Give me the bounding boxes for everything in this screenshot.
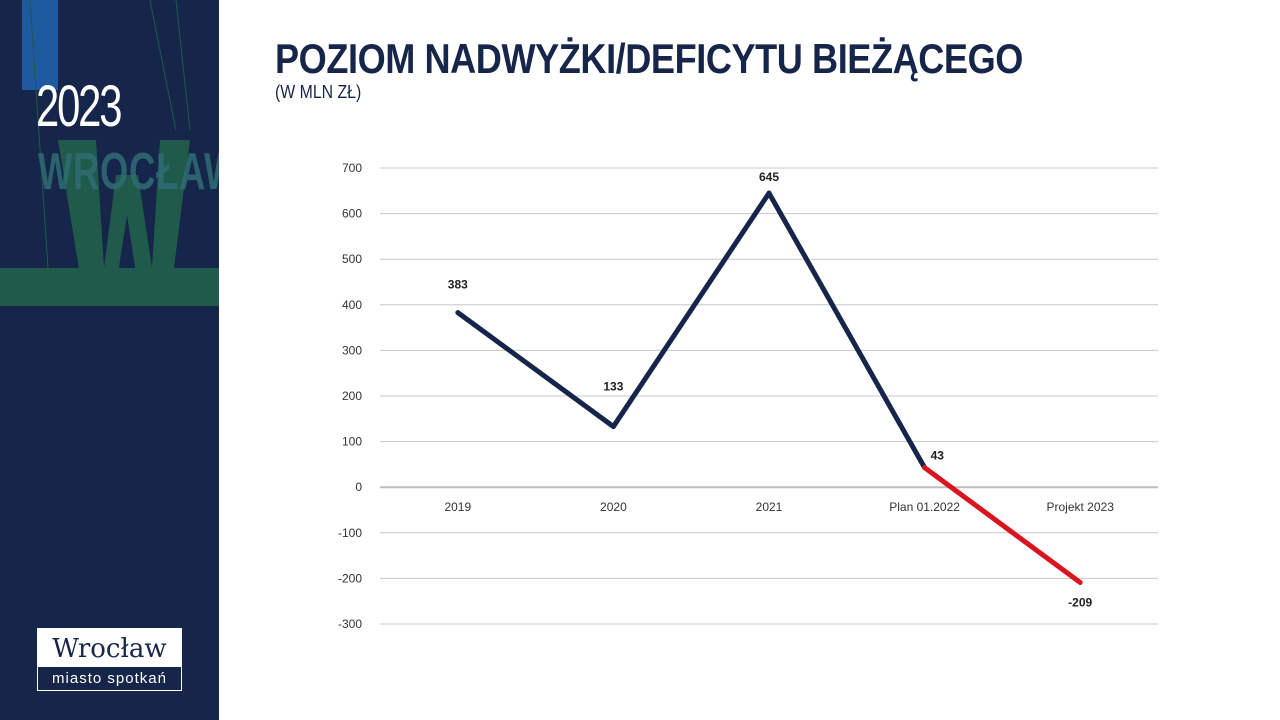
page-title: POZIOM NADWYŻKI/DEFICYTU BIEŻĄCEGO [275,35,1023,82]
x-category-label: Plan 01.2022 [889,500,960,514]
data-label: 645 [759,170,779,184]
logo-main-text: Wrocław [38,629,181,667]
y-tick-label: 400 [342,298,362,312]
data-label: -209 [1068,596,1092,610]
y-tick-label: 200 [342,389,362,403]
x-category-label: 2021 [756,500,783,514]
y-tick-label: 0 [355,480,362,494]
decoration-line [149,0,177,131]
sidebar-decoration [0,0,219,306]
data-label: 383 [448,278,468,292]
x-category-label: 2019 [444,500,471,514]
x-category-label: 2020 [600,500,627,514]
series-line-segment [455,310,616,430]
decoration-line [29,0,49,269]
year-label: 2023 [36,74,122,139]
y-tick-label: -200 [338,571,362,585]
y-tick-label: 300 [342,343,362,357]
logo-tagline: miasto spotkań [52,670,167,687]
sidebar: 2023 WROCŁAW Wrocław miasto spotkań [0,0,219,720]
y-tick-label: 100 [342,435,362,449]
page-subtitle: (W MLN ZŁ) [275,82,362,102]
y-tick-label: 600 [342,207,362,221]
series-line-segment [610,190,772,430]
decoration-w-letter [58,140,190,300]
x-category-label: Projekt 2023 [1047,500,1115,514]
series-line-segment [922,465,1083,586]
wroclaw-logo: Wrocław miasto spotkań [37,628,182,691]
y-tick-label: 500 [342,252,362,266]
y-tick-label: 700 [342,161,362,175]
decoration-green-band [0,268,219,306]
city-label: WROCŁAW [38,143,219,201]
y-tick-label: -300 [338,617,362,631]
decoration-blue-bar [22,0,58,90]
y-tick-label: -100 [338,526,362,540]
data-label: 133 [603,380,623,394]
series-line-segment [766,190,928,471]
data-label: 43 [931,449,945,463]
decoration-line [175,0,191,131]
